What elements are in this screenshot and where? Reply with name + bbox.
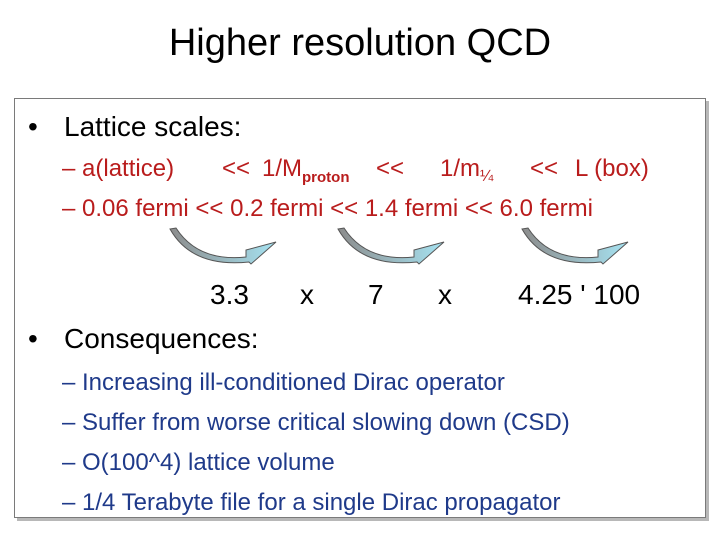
slide-title: Higher resolution QCD (168, 22, 552, 64)
consequence-item: – O(100^4) lattice volume (62, 449, 335, 476)
bullet-dot: • (28, 111, 38, 142)
inverse-pion-mass: 1/m¼ (440, 154, 493, 192)
consequence-item: – 1/4 Terabyte file for a single Dirac p… (62, 489, 561, 516)
curved-arrow-icon (337, 227, 445, 265)
curved-arrow-icon (169, 227, 277, 265)
lt-symbol: << (222, 155, 251, 182)
times-symbol: x (438, 279, 452, 310)
curved-arrow-icon (521, 227, 629, 265)
times-symbol: x (300, 279, 314, 310)
lt-symbol: << (376, 155, 405, 182)
lattice-scales-line2: – 0.06 fermi << 0.2 fermi << 1.4 fermi <… (62, 195, 593, 222)
ratio-value: 4.25 ' 100 (518, 279, 641, 310)
lt-symbol: << (530, 155, 559, 182)
lattice-heading: Lattice scales: (64, 111, 242, 142)
consequence-item: – Suffer from worse critical slowing dow… (62, 409, 570, 436)
a-lattice-label: a(lattice) (82, 155, 175, 182)
content-box (14, 98, 706, 518)
ratio-value: 7 (368, 279, 384, 310)
lattice-bullet-item: • Lattice scales: (28, 110, 241, 144)
consequences-heading: Consequences: (64, 323, 259, 354)
ratio-value: 3.3 (210, 279, 249, 310)
consequence-item: – Increasing ill-conditioned Dirac opera… (62, 369, 505, 396)
dash: – (62, 155, 76, 182)
inverse-proton-mass: 1/Mproton (262, 154, 350, 193)
proton-subscript: proton (302, 169, 350, 186)
inverse-proton-mass-prefix: 1/M (262, 155, 303, 182)
consequences-bullet-item: • Consequences: (28, 322, 259, 356)
lattice-scales-line1: – a(lattice) (62, 154, 174, 184)
inverse-pion-mass-prefix: 1/m (440, 155, 481, 182)
box-size-label: L (box) (575, 155, 649, 182)
bullet-dot: • (28, 323, 38, 354)
pion-subscript: ¼ (480, 168, 494, 185)
